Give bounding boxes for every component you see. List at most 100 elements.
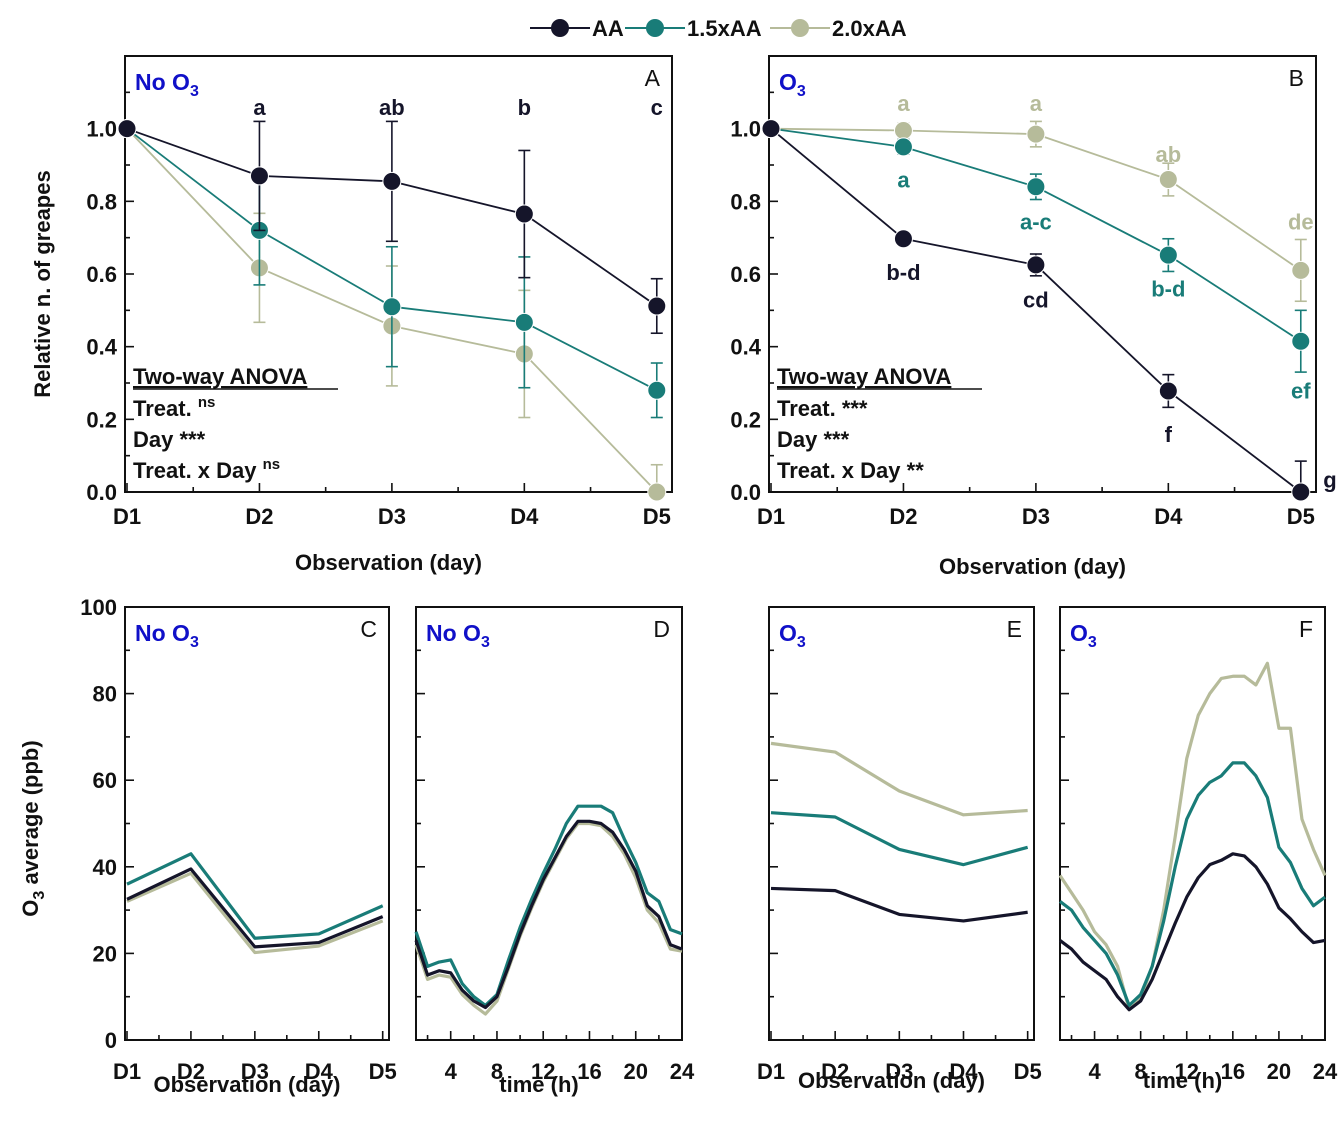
x-axis-title: Observation (day) [939,554,1126,579]
series-1-5xaa [1059,761,1326,1007]
series-1-5xaa [126,852,384,940]
x-tick-label: D4 [510,504,539,529]
panel-a: 0.0 0.2 0.4 0.6 0.8 1.0 D1 D2 D3 D4 D5 Observation … [30,55,673,575]
y-axis-title: Relative n. of greapes [30,170,55,397]
anova-row: Day *** [133,427,206,452]
significance-letter: a [253,95,266,120]
significance-letter: f [1165,422,1173,447]
data-point [647,482,667,502]
significance-letter: ab [379,95,405,120]
x-tick-label: D3 [378,504,406,529]
plot-frame [415,606,683,1041]
panel-c: 0 20 40 60 80 100 D1 D2 D3 D4 D5 Observation (day) C… [18,595,397,1097]
x-tick-label: D4 [949,1059,978,1084]
significance-letter: a [897,168,910,193]
x-tick-label: 8 [1135,1059,1147,1084]
condition-label: No O3 [135,620,199,651]
plot-frame [768,55,1317,493]
x-tick-label: D1 [757,504,785,529]
x-tick-label: 24 [670,1059,695,1084]
series-aa [126,867,384,949]
series-2-0xaa [414,821,683,1016]
y-tick-label: 20 [93,941,117,966]
x-tick-label: 20 [1267,1059,1291,1084]
x-tick-label: 12 [1174,1059,1198,1084]
series-1-5xaa [414,804,683,1007]
condition-label: No O3 [426,620,490,651]
y-tick-label: 0 [105,1028,117,1053]
series-line [126,852,384,940]
chart-legend: AA 1.5xAA 2.0xAA [530,16,907,41]
x-tick-label: D2 [889,504,917,529]
y-axis-title: O3 average (ppb) [18,740,48,916]
significance-letter: de [1288,209,1314,234]
legend-label: 2.0xAA [832,16,907,41]
series-2-0xaa [761,119,1311,303]
data-point [893,137,913,157]
series-aa [414,819,683,1010]
legend-marker [646,19,664,37]
series-line [1058,661,1327,1012]
anova-row: Treat. ns [133,394,215,421]
x-tick-label: D1 [757,1059,785,1084]
significance-letter: cd [1023,287,1049,312]
x-tick-label: D5 [643,504,671,529]
data-point [647,296,667,316]
data-point [514,312,534,332]
significance-letter: ef [1291,378,1311,403]
series-line [414,821,683,1016]
y-tick-label: 0.4 [86,335,117,360]
x-tick-label: 16 [577,1059,601,1084]
data-point [1291,331,1311,351]
y-tick-label: 0.2 [86,407,117,432]
x-tick-label: 12 [531,1059,555,1084]
data-point [647,380,667,400]
x-tick-label: D3 [885,1059,913,1084]
series-2-0xaa [1058,661,1327,1012]
data-point [893,229,913,249]
y-tick-label: 0.6 [86,262,117,287]
data-point [514,204,534,224]
significance-letter: g [1323,467,1336,492]
panel-letter: A [645,65,661,91]
y-tick-label: 40 [93,855,117,880]
data-point [1158,170,1178,190]
data-point [1158,381,1178,401]
series-line [126,871,384,955]
y-tick-label: 0.8 [730,189,761,214]
x-axis-title: time (h) [1143,1068,1222,1093]
series-aa [1059,852,1326,1012]
x-tick-label: D5 [369,1059,397,1084]
y-tick-label: 1.0 [730,117,761,142]
legend-marker [551,19,569,37]
y-tick-label: 0.0 [86,480,117,505]
series-line [414,804,683,1007]
x-tick-label: 16 [1221,1059,1245,1084]
legend-item-1-5xaa: 1.5xAA [625,16,762,41]
data-point [1158,245,1178,265]
y-tick-label: 0.8 [86,189,117,214]
panel-letter: D [653,616,670,642]
panel-letter: E [1007,616,1022,642]
panel-b: 0.0 0.2 0.4 0.6 0.8 1.0 D1 D2 D3 D4 D5 Observation … [730,55,1337,579]
anova-row: Treat. *** [777,396,868,421]
x-tick-label: D1 [113,1059,141,1084]
x-tick-label: D4 [1154,504,1183,529]
x-axis-title: time (h) [499,1072,578,1097]
panel-e: D1 D2 D3 D4 D5 Observation (day) E O3 [757,606,1042,1093]
y-tick-label: 60 [93,768,117,793]
y-tick-label: 0.2 [730,407,761,432]
plot-frame [124,606,390,1041]
series-line [1059,761,1326,1007]
series-line [1059,852,1326,1012]
panel-d: 4 8 12 16 20 24 time (h) D No O3 [414,606,695,1097]
data-point [249,166,269,186]
y-tick-label: 0.6 [730,262,761,287]
series-aa [117,119,667,335]
significance-letter: b-d [1151,277,1185,302]
x-tick-label: D1 [113,504,141,529]
series-line [770,741,1028,817]
x-tick-label: D2 [821,1059,849,1084]
series-aa [761,119,1311,502]
